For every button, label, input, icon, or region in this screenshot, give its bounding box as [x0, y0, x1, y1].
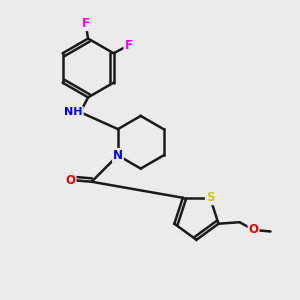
Text: F: F	[82, 17, 90, 30]
Text: N: N	[113, 149, 123, 162]
Text: O: O	[248, 224, 259, 236]
Text: F: F	[124, 39, 132, 52]
Text: O: O	[66, 174, 76, 187]
Text: S: S	[206, 191, 214, 204]
Text: NH: NH	[64, 107, 83, 117]
